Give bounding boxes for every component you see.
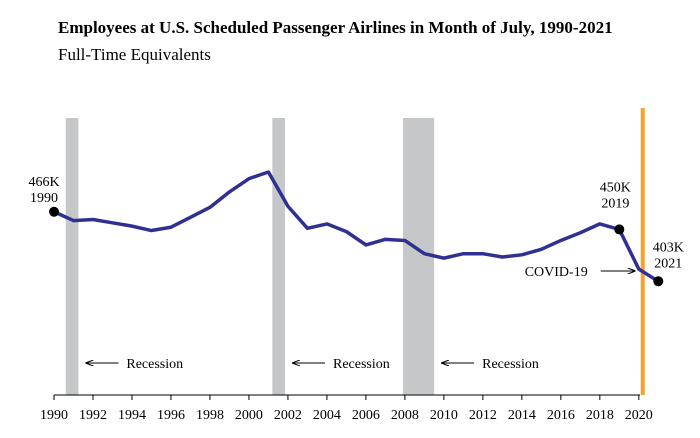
x-tick-label-2006: 2006 <box>352 408 380 423</box>
covid-label: COVID-19 <box>525 265 588 280</box>
annotation-point-1990 <box>49 206 59 217</box>
chart-subtitle: Full-Time Equivalents <box>58 45 211 64</box>
annotation-point-2019 <box>614 224 625 235</box>
recession-label-1: Recession <box>333 357 390 372</box>
recession-bands: Recession Recession Recession <box>65 118 539 395</box>
x-tick-label-2016: 2016 <box>547 408 575 423</box>
x-tick-label-2018: 2018 <box>586 408 614 423</box>
event-line-group: COVID-19 <box>525 108 645 395</box>
x-tick-label-2000: 2000 <box>235 408 263 423</box>
x-tick-label-2014: 2014 <box>508 408 536 423</box>
annotation-point-2021 <box>653 276 664 287</box>
x-tick-label-1998: 1998 <box>196 408 224 423</box>
recession-label-0: Recession <box>126 357 183 372</box>
annotation-value-2019: 450K <box>600 180 631 195</box>
x-tick-label-2012: 2012 <box>469 408 497 423</box>
x-tick-label-2004: 2004 <box>313 408 341 423</box>
recession-band-0 <box>65 118 79 395</box>
x-tick-label-1994: 1994 <box>118 408 146 423</box>
x-tick-label-2020: 2020 <box>625 408 653 423</box>
annotation-year-1990: 1990 <box>30 191 58 206</box>
annotation-year-2019: 2019 <box>601 196 629 211</box>
recession-band-1 <box>272 118 285 395</box>
x-axis: 1990 1992 1994 1996 1998 2000 2002 2004 2006 2008… <box>40 394 653 423</box>
annotation-year-2021: 2021 <box>654 256 682 271</box>
annotation-value-1990: 466K <box>28 175 59 190</box>
x-tick-label-1990: 1990 <box>40 408 68 423</box>
annotation-value-2021: 403K <box>653 240 684 255</box>
x-tick-label-2010: 2010 <box>430 408 458 423</box>
chart-title: Employees at U.S. Scheduled Passenger Ai… <box>58 18 613 37</box>
x-tick-label-2008: 2008 <box>391 408 419 423</box>
x-tick-label-1992: 1992 <box>79 408 107 423</box>
x-tick-label-1996: 1996 <box>157 408 185 423</box>
series-line-group <box>52 170 661 284</box>
recession-label-2: Recession <box>482 357 539 372</box>
x-tick-label-2002: 2002 <box>274 408 302 423</box>
series-line <box>52 170 661 284</box>
